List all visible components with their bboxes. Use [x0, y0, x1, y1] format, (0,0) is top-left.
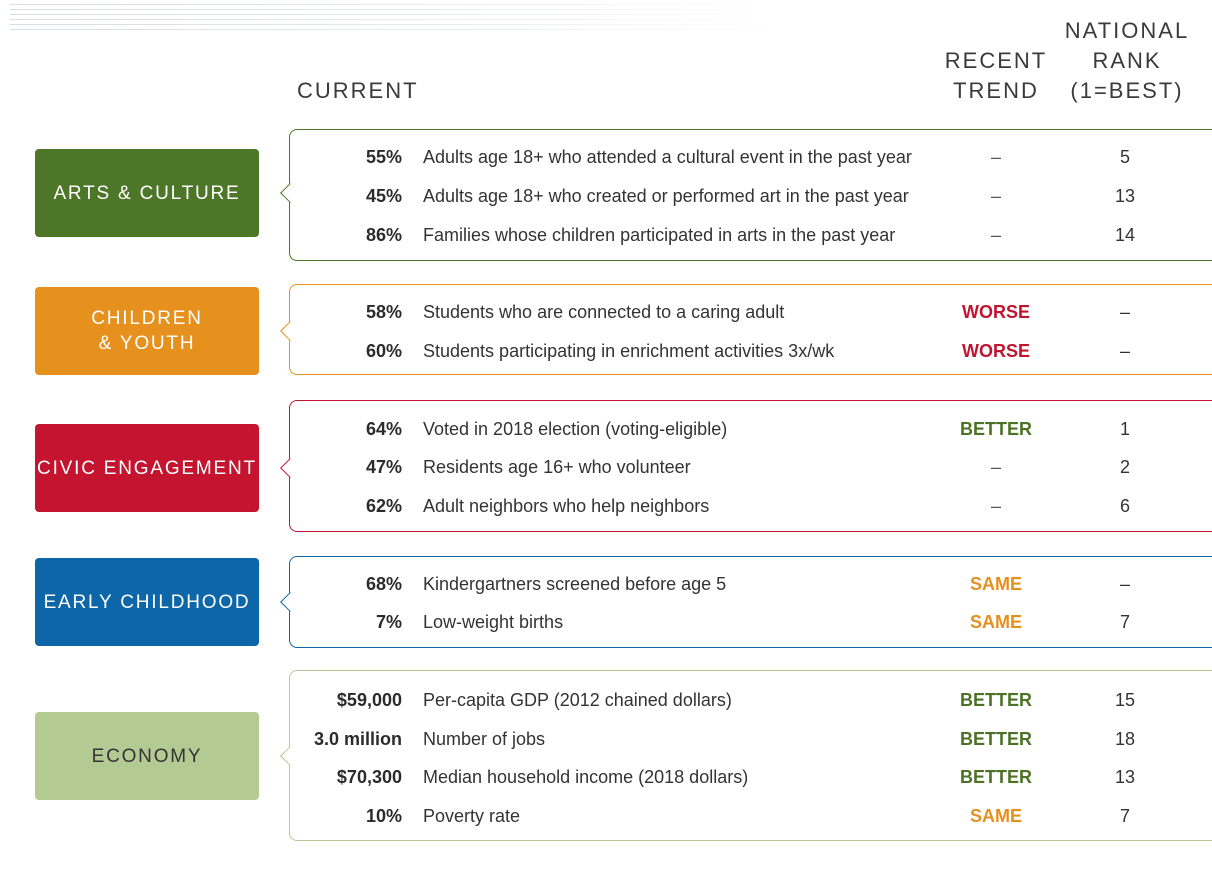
- indicator-value: 10%: [365, 806, 402, 826]
- national-rank: 13: [1114, 186, 1136, 206]
- national-rank: –: [1119, 302, 1130, 322]
- early-category-label-line: EARLY CHILDHOOD: [43, 591, 251, 613]
- table-row: 68% Kindergartners screened before age 5 S…: [0, 569, 1212, 599]
- table-row: 10% Poverty rate SAME 7: [0, 801, 1212, 831]
- indicator-value: 62%: [365, 496, 402, 516]
- column-header-trend-line-1: RECENT: [944, 48, 1048, 73]
- indicator-value: 47%: [365, 457, 402, 477]
- indicator-description: Median household income (2018 dollars): [423, 767, 749, 787]
- trend-badge: BETTER: [960, 767, 1032, 787]
- indicator-description: Number of jobs: [423, 729, 546, 749]
- trend-badge: BETTER: [960, 419, 1032, 439]
- children-category-label-line: & YOUTH: [98, 333, 196, 354]
- table-row: 7% Low-weight births SAME 7: [0, 607, 1212, 637]
- national-rank: 15: [1114, 690, 1136, 710]
- indicator-value: 64%: [365, 419, 402, 439]
- early-category-label: EARLY CHILDHOOD: [35, 558, 259, 646]
- column-header-rank-line-3: (1=BEST): [1070, 78, 1184, 103]
- trend-badge: –: [990, 496, 1001, 516]
- indicator-description: Adult neighbors who help neighbors: [423, 496, 710, 516]
- arts-category-label: ARTS & CULTURE: [35, 149, 259, 237]
- national-rank: 7: [1119, 806, 1130, 826]
- national-rank: –: [1119, 574, 1130, 594]
- indicator-description: Residents age 16+ who volunteer: [423, 457, 691, 477]
- national-rank: 1: [1119, 419, 1130, 439]
- trend-badge: SAME: [969, 806, 1022, 826]
- indicator-description: Voted in 2018 election (voting-eligible): [423, 419, 728, 439]
- trend-badge: –: [990, 186, 1001, 206]
- indicator-value: 86%: [365, 225, 402, 245]
- table-row: 62% Adult neighbors who help neighbors – 6: [0, 491, 1212, 521]
- indicator-value: 45%: [365, 186, 402, 206]
- indicator-description: Kindergartners screened before age 5: [423, 574, 727, 594]
- trend-badge: BETTER: [960, 690, 1032, 710]
- table-row: 47% Residents age 16+ who volunteer – 2: [0, 452, 1212, 482]
- indicator-description: Poverty rate: [423, 806, 521, 826]
- table-row: 58% Students who are connected to a carin…: [0, 297, 1212, 327]
- indicator-value: 68%: [365, 574, 402, 594]
- trend-badge: –: [990, 457, 1001, 477]
- indicator-value: $59,000: [336, 690, 402, 710]
- table-row: 86% Families whose children participated …: [0, 220, 1212, 250]
- column-header-rank-line-1: NATIONAL: [1064, 18, 1190, 43]
- trend-badge: BETTER: [960, 729, 1032, 749]
- indicator-value: 55%: [365, 147, 402, 167]
- table-row: $70,300 Median household income (2018 dol…: [0, 762, 1212, 792]
- national-rank: 2: [1119, 457, 1130, 477]
- national-rank: 14: [1114, 225, 1136, 245]
- column-header-current-text: CURRENT: [297, 78, 419, 103]
- table-row: 60% Students participating in enrichment …: [0, 336, 1212, 366]
- indicator-value: 58%: [365, 302, 402, 322]
- trend-badge: WORSE: [961, 302, 1030, 322]
- trend-badge: WORSE: [961, 341, 1030, 361]
- indicator-description: Adults age 18+ who created or performed …: [423, 186, 909, 206]
- indicator-value: 3.0 million: [313, 729, 402, 749]
- column-header-rank-line-2: RANK: [1092, 48, 1162, 73]
- indicator-description: Low-weight births: [423, 612, 564, 632]
- indicator-description: Students participating in enrichment act…: [423, 341, 835, 361]
- national-rank: –: [1119, 341, 1130, 361]
- table-row: 55% Adults age 18+ who attended a cultura…: [0, 142, 1212, 172]
- national-rank: 7: [1119, 612, 1130, 632]
- column-header-national-rank: NATIONAL RANK (1=BEST): [1064, 16, 1190, 106]
- indicator-description: Families whose children participated in …: [423, 225, 896, 245]
- civic-category-label-line: CIVIC ENGAGEMENT: [37, 457, 257, 479]
- indicator-description: Per-capita GDP (2012 chained dollars): [423, 690, 732, 710]
- column-header-trend-line-2: TREND: [953, 78, 1039, 103]
- indicator-value: 7%: [375, 612, 402, 632]
- national-rank: 18: [1114, 729, 1136, 749]
- decorative-header-lines: [10, 4, 780, 34]
- children-category-label-line: CHILDREN: [91, 308, 203, 329]
- indicator-description: Students who are connected to a caring a…: [423, 302, 785, 322]
- trend-badge: SAME: [969, 574, 1022, 594]
- trend-badge: –: [990, 147, 1001, 167]
- trend-badge: SAME: [969, 612, 1022, 632]
- column-header-current: CURRENT: [297, 76, 419, 106]
- trend-badge: –: [990, 225, 1001, 245]
- indicator-description: Adults age 18+ who attended a cultural e…: [423, 147, 912, 167]
- indicator-value: 60%: [365, 341, 402, 361]
- national-rank: 13: [1114, 767, 1136, 787]
- table-row: 3.0 million Number of jobs BETTER 18: [0, 724, 1212, 754]
- national-rank: 5: [1119, 147, 1130, 167]
- arts-category-label-line: ARTS & CULTURE: [53, 182, 241, 204]
- civic-category-label: CIVIC ENGAGEMENT: [35, 424, 259, 512]
- table-row: 64% Voted in 2018 election (voting-eligib…: [0, 414, 1212, 444]
- economy-category-label-line: ECONOMY: [91, 745, 203, 767]
- indicator-value: $70,300: [336, 767, 402, 787]
- column-header-recent-trend: RECENT TREND: [942, 46, 1050, 106]
- children-category-label: CHILDREN & YOUTH: [35, 287, 259, 375]
- table-row: $59,000 Per-capita GDP (2012 chained doll…: [0, 685, 1212, 715]
- national-rank: 6: [1119, 496, 1130, 516]
- economy-category-label: ECONOMY: [35, 712, 259, 800]
- table-row: 45% Adults age 18+ who created or perform…: [0, 181, 1212, 211]
